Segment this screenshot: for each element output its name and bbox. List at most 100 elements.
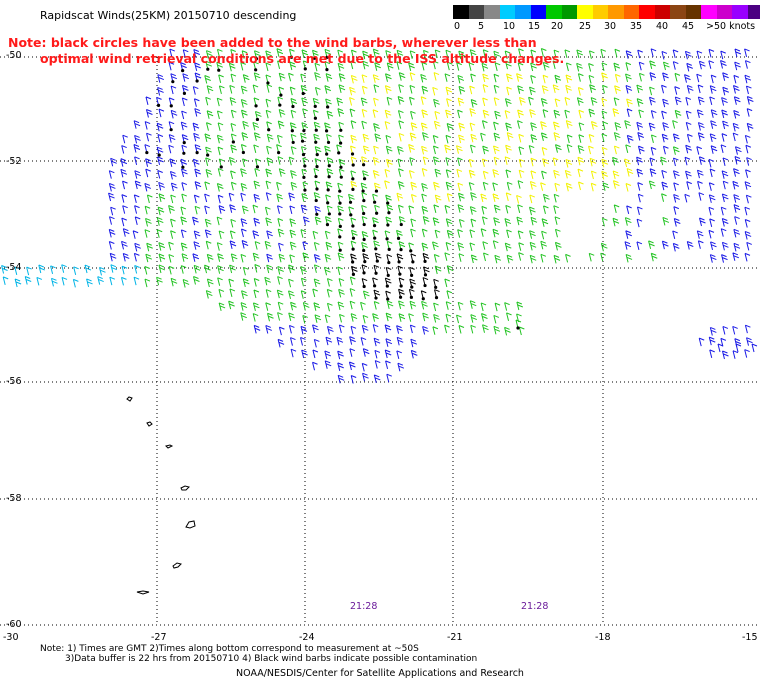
wind-barb	[194, 72, 202, 83]
wind-barb	[541, 218, 549, 227]
wind-barb	[144, 205, 151, 215]
wind-barb	[109, 216, 115, 225]
wind-barb	[636, 218, 643, 228]
wind-barb	[733, 194, 740, 203]
wind-barb	[362, 50, 369, 60]
wind-barb	[662, 98, 669, 108]
wind-barb	[301, 146, 307, 157]
wind-barb	[445, 157, 452, 166]
wind-barb	[182, 49, 189, 58]
wind-barb	[134, 216, 141, 226]
colorbar-label: 30	[604, 21, 617, 32]
wind-barb	[470, 73, 476, 83]
wind-barb	[240, 192, 246, 202]
wind-barb	[734, 48, 742, 58]
wind-barb	[409, 72, 416, 81]
wind-barb	[276, 48, 284, 57]
wind-barb	[697, 84, 704, 94]
wind-barb	[349, 276, 356, 286]
wind-barb	[288, 156, 295, 166]
wind-barb	[288, 324, 295, 334]
colorbar-swatch	[499, 5, 515, 19]
wind-barb	[302, 157, 309, 168]
wind-barb	[505, 204, 511, 214]
wind-barb	[312, 324, 319, 333]
wind-barb	[732, 325, 738, 335]
wind-barb	[685, 96, 692, 106]
wind-barb	[709, 96, 715, 106]
wind-barb	[337, 374, 345, 384]
wind-barb	[218, 85, 225, 94]
wind-barb	[134, 242, 141, 252]
wind-barb	[493, 217, 500, 226]
wind-barb	[482, 73, 489, 83]
wind-barb	[421, 168, 428, 177]
wind-barb	[326, 110, 334, 120]
wind-barb	[336, 144, 342, 155]
wind-barb	[444, 205, 451, 214]
wind-barb	[734, 146, 742, 155]
wind-barb	[662, 145, 669, 155]
wind-barb	[745, 169, 751, 178]
wind-barb	[337, 252, 345, 262]
footnote: Note: 1) Times are GMT 2)Times along bot…	[40, 644, 477, 664]
wind-barb	[553, 49, 560, 59]
wind-barb	[518, 158, 525, 168]
wind-barb	[577, 156, 585, 166]
wind-barb	[374, 133, 382, 142]
wind-barb	[684, 193, 690, 203]
wind-barb	[626, 108, 633, 117]
wind-barb	[122, 205, 128, 214]
wind-barb	[422, 216, 430, 225]
wind-barb	[409, 50, 416, 59]
wind-barb	[564, 169, 572, 179]
wind-barb	[240, 98, 248, 108]
wind-barb	[504, 50, 511, 60]
wind-barb	[206, 85, 214, 94]
wind-barb	[408, 170, 415, 179]
wind-barb	[278, 168, 286, 177]
wind-barb	[396, 253, 404, 264]
wind-barb	[445, 181, 453, 191]
wind-barb	[217, 146, 224, 156]
wind-barb	[673, 170, 680, 179]
wind-barb	[504, 326, 511, 336]
wind-barb	[216, 97, 223, 107]
wind-barb	[721, 218, 729, 227]
wind-barb	[601, 146, 608, 156]
wind-barb	[254, 110, 262, 122]
wind-barb	[518, 326, 525, 336]
wind-barb	[720, 228, 727, 237]
wind-barb	[398, 277, 405, 288]
wind-barb	[361, 120, 367, 130]
wind-barb	[144, 182, 152, 192]
wind-barb	[265, 302, 271, 311]
wind-barb	[229, 264, 236, 274]
wind-barb	[350, 170, 357, 181]
footnote-line-1: Note: 1) Times are GMT 2)Times along bot…	[40, 644, 419, 654]
wind-barb	[350, 375, 357, 384]
wind-barb	[625, 230, 632, 239]
wind-barb	[240, 228, 247, 238]
wind-barb	[265, 168, 273, 178]
wind-barb	[590, 121, 598, 130]
wind-barb	[553, 193, 560, 203]
wind-barb	[494, 302, 501, 312]
wind-barb	[314, 180, 321, 191]
wind-barb	[744, 48, 750, 58]
wind-barb	[650, 252, 658, 262]
wind-barb	[445, 134, 452, 144]
island-outline	[126, 396, 133, 402]
wind-barb	[493, 121, 499, 131]
wind-barb	[468, 182, 475, 191]
wind-barb	[422, 277, 429, 288]
wind-barb	[432, 326, 439, 335]
wind-barb	[734, 216, 740, 225]
wind-barb	[566, 134, 573, 144]
wind-barb	[253, 193, 261, 203]
wind-barb	[516, 73, 523, 82]
wind-barb	[612, 170, 620, 180]
wind-barb	[301, 349, 308, 359]
wind-barb	[265, 217, 272, 226]
wind-barb	[156, 122, 164, 132]
